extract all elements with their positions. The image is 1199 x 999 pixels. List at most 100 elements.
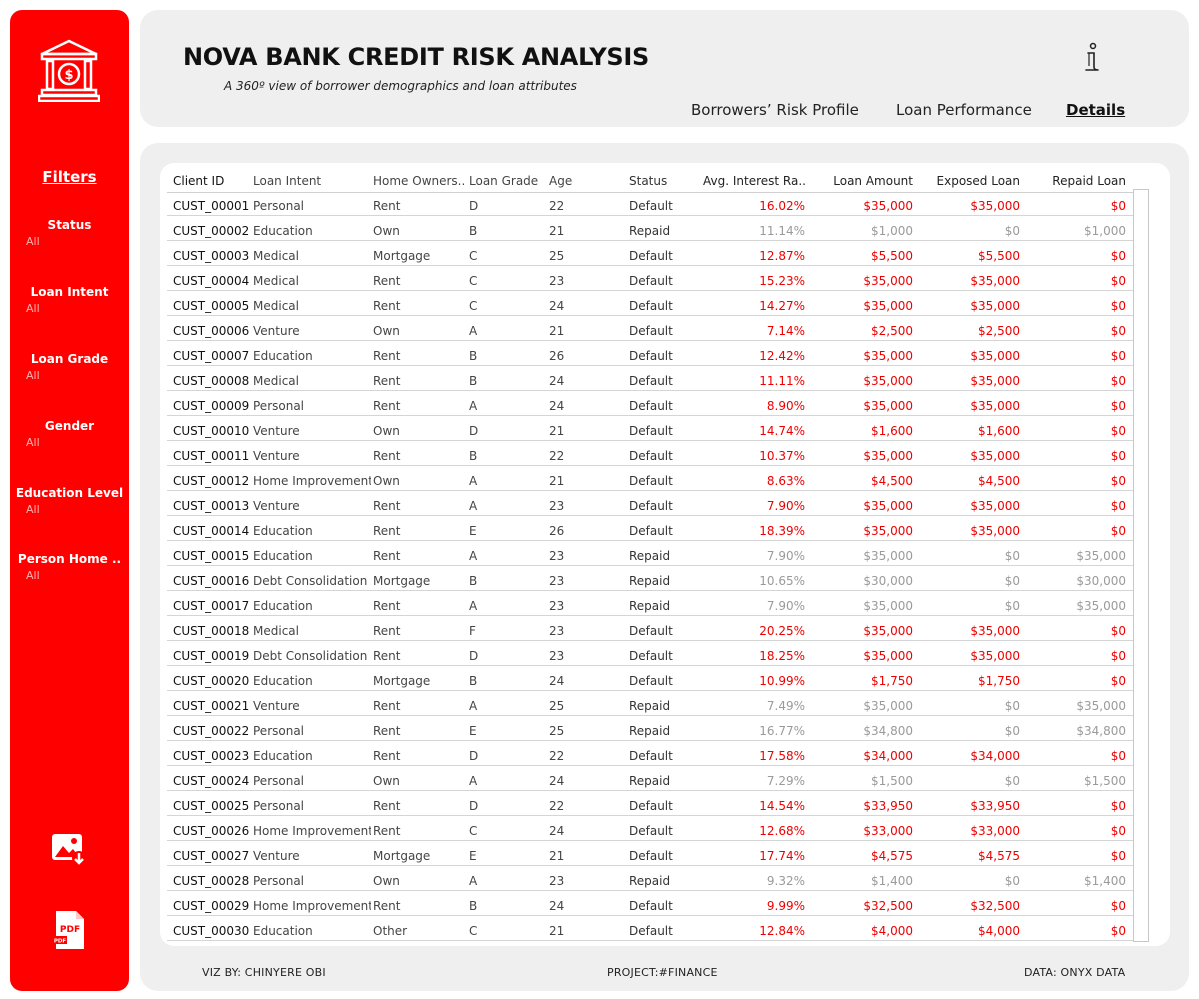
col-header-loan-grade[interactable]: Loan Grade (469, 174, 539, 188)
table-row[interactable]: CUST_00026 Home Improvement Rent C 24 Default… (167, 816, 1133, 841)
filters-title: Filters (42, 168, 97, 186)
table-row[interactable]: CUST_00013 Venture Rent A 23 Default 7.90% $35,… (167, 491, 1133, 516)
tab-loan-performance[interactable]: Loan Performance (896, 101, 1032, 119)
cell-repaid-loan: $0 (1110, 274, 1126, 288)
table-row[interactable]: CUST_00016 Debt Consolidation Mortgage B 23 R… (167, 566, 1133, 591)
filter-education-level[interactable]: Education Level All (10, 486, 129, 516)
table-row[interactable]: CUST_00017 Education Rent A 23 Repaid 7.90% $35… (167, 591, 1133, 616)
cell-loan-grade: D (469, 199, 479, 213)
cell-interest-rate: 8.63% (766, 474, 805, 488)
cell-client-id: CUST_00020 (173, 674, 250, 688)
info-icon[interactable] (1080, 42, 1104, 72)
cell-loan-amount: $35,000 (863, 449, 913, 463)
pdf-icon[interactable]: PDF PDF (52, 910, 86, 950)
filter-loan-intent[interactable]: Loan Intent All (10, 285, 129, 315)
bank-icon: $ (38, 39, 100, 102)
filter-value[interactable]: All (26, 235, 40, 248)
table-row[interactable]: CUST_00024 Personal Own A 24 Repaid 7.29% $1,50… (167, 766, 1133, 791)
filter-label: Loan Intent (30, 285, 109, 299)
table-row[interactable]: CUST_00012 Home Improvement Own A 21 Default 8… (167, 466, 1133, 491)
cell-interest-rate: 18.25% (759, 649, 805, 663)
cell-loan-amount: $33,950 (863, 799, 913, 813)
cell-loan-amount: $35,000 (863, 599, 913, 613)
filter-value[interactable]: All (26, 436, 40, 449)
table-row[interactable]: CUST_00021 Venture Rent A 25 Repaid 7.49% $35,0… (167, 691, 1133, 716)
table-row[interactable]: CUST_00023 Education Rent D 22 Default 17.58% $… (167, 741, 1133, 766)
pdf-label-small: PDF (54, 939, 67, 945)
filter-loan-grade[interactable]: Loan Grade All (10, 352, 129, 382)
cell-loan-intent: Venture (253, 449, 300, 463)
filter-person-home[interactable]: Person Home .. All (10, 552, 129, 582)
table-row[interactable]: CUST_00004 Medical Rent C 23 Default 15.23% $35… (167, 266, 1133, 291)
filter-status[interactable]: Status All (10, 218, 129, 248)
tab-details[interactable]: Details (1066, 101, 1126, 119)
filter-value[interactable]: All (26, 302, 40, 315)
cell-repaid-loan: $0 (1110, 674, 1126, 688)
cell-client-id: CUST_00015 (173, 549, 250, 563)
table-row[interactable]: CUST_00029 Home Improvement Rent B 24 Default… (167, 891, 1133, 916)
cell-repaid-loan: $0 (1110, 524, 1126, 538)
table-row[interactable]: CUST_00014 Education Rent E 26 Default 18.39% $… (167, 516, 1133, 541)
cell-interest-rate: 10.65% (759, 574, 805, 588)
col-header-exposed-loan[interactable]: Exposed Loan (936, 174, 1020, 188)
table-row[interactable]: CUST_00009 Personal Rent A 24 Default 8.90% $35… (167, 391, 1133, 416)
cell-client-id: CUST_00006 (173, 324, 250, 338)
col-header-loan-intent[interactable]: Loan Intent (253, 174, 322, 188)
cell-interest-rate: 9.32% (766, 874, 805, 888)
table-scrollbar[interactable] (1133, 189, 1149, 942)
download-image-icon[interactable] (50, 832, 88, 866)
col-header-home-ownership[interactable]: Home Owners.. (373, 174, 465, 188)
table-row[interactable]: CUST_00025 Personal Rent D 22 Default 14.54% $3… (167, 791, 1133, 816)
cell-home-ownership: Rent (373, 274, 401, 288)
col-header-client-id[interactable]: Client ID (173, 174, 225, 188)
table-row[interactable]: CUST_00005 Medical Rent C 24 Default 14.27% $35… (167, 291, 1133, 316)
cell-home-ownership: Own (373, 324, 400, 338)
tab-borrowers-risk-profile[interactable]: Borrowers’ Risk Profile (691, 101, 859, 119)
cell-status: Default (629, 849, 673, 863)
table-row[interactable]: CUST_00015 Education Rent A 23 Repaid 7.90% $35… (167, 541, 1133, 566)
cell-status: Repaid (629, 599, 671, 613)
cell-age: 21 (549, 849, 565, 863)
filter-value[interactable]: All (26, 503, 40, 516)
col-header-interest-rate[interactable]: Avg. Interest Ra.. (703, 174, 805, 188)
filter-value[interactable]: All (26, 569, 40, 582)
cell-loan-amount: $4,000 (871, 924, 913, 938)
col-header-loan-amount[interactable]: Loan Amount (833, 174, 913, 188)
filter-gender[interactable]: Gender All (10, 419, 129, 449)
filter-value[interactable]: All (26, 369, 40, 382)
cell-home-ownership: Rent (373, 349, 401, 363)
table-row[interactable]: CUST_00008 Medical Rent B 24 Default 11.11% $35… (167, 366, 1133, 391)
table-row[interactable]: CUST_00007 Education Rent B 26 Default 12.42% $… (167, 341, 1133, 366)
cell-loan-grade: B (469, 899, 478, 913)
cell-interest-rate: 11.11% (759, 374, 805, 388)
table-row[interactable]: CUST_00018 Medical Rent F 23 Default 20.25% $35… (167, 616, 1133, 641)
table-row[interactable]: CUST_00002 Education Own B 21 Repaid 11.14% $1,… (167, 216, 1133, 241)
cell-loan-grade: A (469, 599, 478, 613)
col-header-repaid-loan[interactable]: Repaid Loan (1052, 174, 1126, 188)
cell-loan-grade: D (469, 649, 479, 663)
table-row[interactable]: CUST_00019 Debt Consolidation Rent D 23 Defau… (167, 641, 1133, 666)
table-row[interactable]: CUST_00028 Personal Own A 23 Repaid 9.32% $1,40… (167, 866, 1133, 891)
cell-loan-intent: Medical (253, 624, 299, 638)
cell-exposed-loan: $0 (1004, 224, 1020, 238)
cell-repaid-loan: $0 (1110, 324, 1126, 338)
col-header-status[interactable]: Status (629, 174, 668, 188)
table-row[interactable]: CUST_00010 Venture Own D 21 Default 14.74% $1,6… (167, 416, 1133, 441)
cell-interest-rate: 16.02% (759, 199, 805, 213)
cell-loan-grade: C (469, 924, 478, 938)
table-row[interactable]: CUST_00011 Venture Rent B 22 Default 10.37% $35… (167, 441, 1133, 466)
col-header-age[interactable]: Age (549, 174, 573, 188)
table-row[interactable]: CUST_00020 Education Mortgage B 24 Default 10.… (167, 666, 1133, 691)
cell-exposed-loan: $0 (1004, 599, 1020, 613)
cell-loan-intent: Education (253, 599, 313, 613)
table-row[interactable]: CUST_00027 Venture Mortgage E 21 Default 17.74… (167, 841, 1133, 866)
cell-age: 24 (549, 824, 565, 838)
cell-loan-grade: A (469, 324, 478, 338)
filter-label: Status (47, 218, 92, 232)
table-row[interactable]: CUST_00030 Education Other C 21 Default 12.84%… (167, 916, 1133, 941)
table-row[interactable]: CUST_00001 Personal Rent D 22 Default 16.02% $3… (167, 191, 1133, 216)
cell-exposed-loan: $0 (1004, 724, 1020, 738)
table-row[interactable]: CUST_00022 Personal Rent E 25 Repaid 16.77% $34… (167, 716, 1133, 741)
table-row[interactable]: CUST_00003 Medical Mortgage C 25 Default 12.87… (167, 241, 1133, 266)
table-row[interactable]: CUST_00006 Venture Own A 21 Default 7.14% $2,50… (167, 316, 1133, 341)
